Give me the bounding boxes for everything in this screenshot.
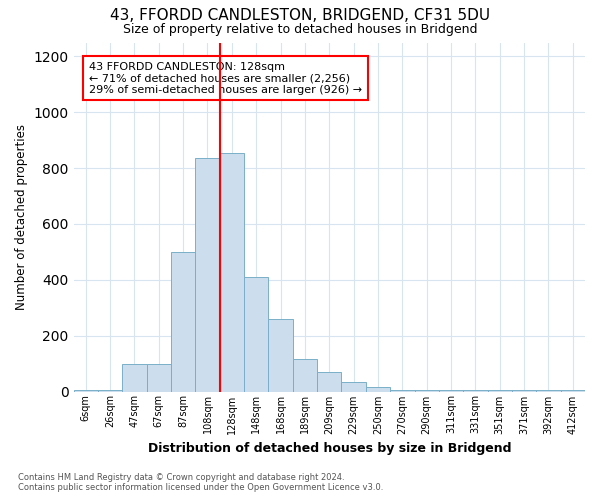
X-axis label: Distribution of detached houses by size in Bridgend: Distribution of detached houses by size … [148, 442, 511, 455]
Bar [268, 319, 293, 392]
Bar [146, 364, 171, 392]
Bar [122, 364, 146, 392]
Text: 43, FFORDD CANDLESTON, BRIDGEND, CF31 5DU: 43, FFORDD CANDLESTON, BRIDGEND, CF31 5D… [110, 8, 490, 22]
Bar [293, 360, 317, 392]
Bar [196, 158, 220, 392]
Bar [512, 390, 536, 392]
Text: Contains HM Land Registry data © Crown copyright and database right 2024.
Contai: Contains HM Land Registry data © Crown c… [18, 473, 383, 492]
Bar [560, 390, 585, 392]
Bar [390, 390, 415, 392]
Bar [244, 277, 268, 392]
Bar [488, 390, 512, 392]
Text: Size of property relative to detached houses in Bridgend: Size of property relative to detached ho… [123, 22, 477, 36]
Bar [171, 252, 196, 392]
Bar [98, 390, 122, 392]
Text: 43 FFORDD CANDLESTON: 128sqm
← 71% of detached houses are smaller (2,256)
29% of: 43 FFORDD CANDLESTON: 128sqm ← 71% of de… [89, 62, 362, 95]
Bar [366, 388, 390, 392]
Bar [439, 390, 463, 392]
Bar [74, 390, 98, 392]
Bar [536, 390, 560, 392]
Y-axis label: Number of detached properties: Number of detached properties [15, 124, 28, 310]
Bar [415, 390, 439, 392]
Bar [463, 390, 488, 392]
Bar [317, 372, 341, 392]
Bar [341, 382, 366, 392]
Bar [220, 153, 244, 392]
